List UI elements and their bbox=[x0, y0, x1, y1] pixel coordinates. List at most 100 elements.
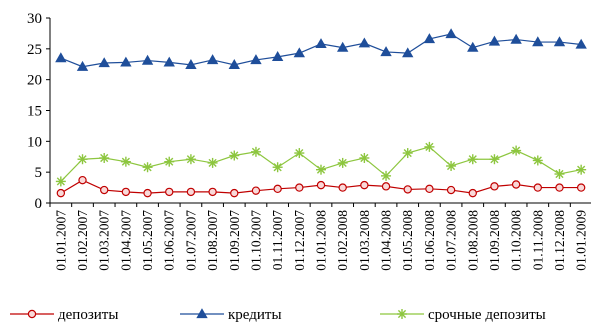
star-stroke bbox=[165, 157, 174, 166]
series-1 bbox=[55, 28, 587, 71]
star-stroke bbox=[56, 177, 65, 186]
y-tick-label: 20 bbox=[27, 73, 42, 89]
x-tick-label: 01.02.2008 bbox=[335, 210, 350, 271]
data-point bbox=[185, 59, 197, 70]
axes: 0 5 10 15 20 25 30 01.01.2007 01.02.2007 01.03.20… bbox=[27, 11, 591, 271]
legend-marker bbox=[27, 309, 37, 319]
data-point bbox=[316, 164, 326, 175]
legend-label: срочные депозиты bbox=[428, 307, 546, 323]
data-point bbox=[445, 28, 457, 39]
star-stroke bbox=[143, 163, 152, 172]
data-point bbox=[293, 47, 306, 58]
data-point bbox=[402, 47, 414, 58]
data-point bbox=[78, 175, 87, 185]
data-point bbox=[338, 183, 347, 192]
data-point bbox=[120, 156, 131, 167]
x-tick-label: 01.03.2008 bbox=[357, 210, 372, 271]
star-stroke bbox=[555, 169, 564, 179]
data-point bbox=[316, 180, 326, 190]
star-stroke bbox=[251, 147, 261, 156]
star-stroke bbox=[577, 165, 586, 174]
data-point bbox=[165, 187, 174, 197]
data-point bbox=[250, 146, 261, 157]
data-point bbox=[467, 154, 478, 165]
star-stroke bbox=[381, 171, 391, 180]
data-point bbox=[164, 156, 175, 167]
data-point bbox=[511, 180, 521, 189]
star-stroke bbox=[397, 309, 407, 319]
star-stroke bbox=[403, 148, 412, 158]
x-tick-label: 01.09.2007 bbox=[227, 210, 242, 271]
data-point bbox=[76, 60, 89, 71]
star-stroke bbox=[316, 165, 326, 174]
y-tick-label: 15 bbox=[27, 104, 42, 120]
legend-label: кредиты bbox=[228, 307, 282, 323]
data-point bbox=[576, 164, 587, 175]
legend-label: депозиты bbox=[58, 307, 118, 323]
data-point bbox=[229, 150, 240, 161]
star-stroke bbox=[230, 151, 239, 160]
data-point bbox=[424, 141, 435, 152]
data-point bbox=[208, 187, 217, 197]
x-tick-label: 01.11.2007 bbox=[270, 210, 285, 270]
series-0 bbox=[56, 175, 586, 198]
data-point bbox=[295, 183, 304, 192]
data-point bbox=[99, 152, 110, 163]
data-point bbox=[186, 187, 196, 197]
x-tick-label: 01.12.2007 bbox=[292, 210, 307, 271]
x-tick-label: 01.07.2007 bbox=[183, 210, 198, 271]
x-tick-label: 01.09.2008 bbox=[487, 210, 502, 271]
data-point bbox=[98, 57, 110, 68]
legend-marker bbox=[397, 309, 407, 319]
data-point bbox=[553, 36, 566, 47]
y-tick-label: 5 bbox=[35, 165, 43, 181]
data-point bbox=[555, 183, 564, 192]
series-layer bbox=[55, 28, 587, 198]
data-point bbox=[358, 37, 371, 48]
x-tick-label: 01.04.2007 bbox=[118, 210, 133, 271]
star-stroke bbox=[338, 158, 347, 168]
x-tick-label: 01.01.2007 bbox=[53, 210, 68, 271]
star-stroke bbox=[121, 157, 130, 166]
data-point bbox=[381, 170, 392, 181]
legend-item-0: депозиты bbox=[10, 307, 118, 323]
star-stroke bbox=[446, 161, 456, 171]
data-point bbox=[185, 154, 196, 165]
data-point bbox=[359, 152, 370, 163]
series-2 bbox=[55, 141, 587, 187]
legend-item-2: срочные депозиты bbox=[380, 307, 546, 323]
data-point bbox=[446, 185, 456, 195]
data-point bbox=[143, 188, 152, 198]
data-point bbox=[55, 52, 67, 63]
data-point bbox=[141, 54, 154, 65]
x-tick-label: 01.10.2008 bbox=[509, 210, 524, 271]
data-point bbox=[446, 161, 457, 171]
legend-marker bbox=[196, 308, 208, 319]
data-point bbox=[533, 183, 543, 192]
data-point bbox=[315, 38, 327, 49]
data-point bbox=[56, 188, 66, 198]
data-point bbox=[488, 35, 501, 46]
x-tick-label: 01.05.2007 bbox=[140, 210, 155, 271]
y-tick-label: 0 bbox=[35, 196, 43, 212]
data-point bbox=[402, 148, 413, 159]
x-tick-label: 01.07.2008 bbox=[444, 210, 459, 271]
star-stroke bbox=[273, 163, 282, 172]
star-stroke bbox=[425, 142, 434, 151]
x-tick-label: 01.10.2007 bbox=[248, 210, 263, 271]
y-tick-label: 25 bbox=[27, 42, 42, 58]
x-tick-label: 01.08.2008 bbox=[465, 210, 480, 271]
data-point bbox=[511, 145, 522, 156]
data-point bbox=[120, 56, 132, 67]
data-point bbox=[55, 176, 66, 187]
star-stroke bbox=[360, 153, 369, 163]
star-stroke bbox=[100, 153, 109, 163]
data-point bbox=[510, 33, 522, 44]
data-point bbox=[273, 184, 282, 194]
data-point bbox=[294, 148, 305, 159]
data-point bbox=[468, 188, 477, 198]
data-point bbox=[532, 36, 544, 47]
data-point bbox=[575, 38, 587, 49]
x-tick-label: 01.11.2008 bbox=[530, 210, 545, 270]
star-stroke bbox=[512, 146, 521, 155]
